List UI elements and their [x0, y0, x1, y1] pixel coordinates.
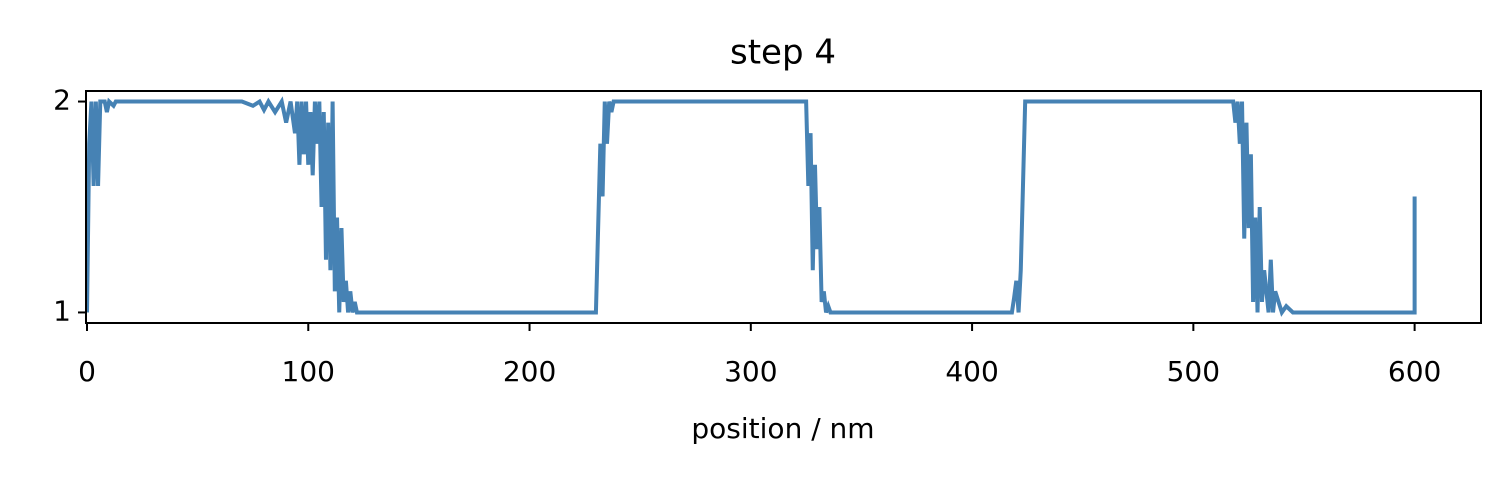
y-tick-label: 1 — [53, 294, 71, 327]
plot-frame — [85, 90, 1482, 324]
x-tick-label: 100 — [282, 355, 335, 388]
x-tick-label: 400 — [945, 355, 998, 388]
x-tick-label: 600 — [1388, 355, 1441, 388]
x-tick-label: 300 — [724, 355, 777, 388]
x-tick-label: 500 — [1167, 355, 1220, 388]
chart-title: step 4 — [730, 33, 836, 73]
x-tick-label: 0 — [78, 355, 96, 388]
x-tick-label: 200 — [503, 355, 556, 388]
data-line — [85, 96, 1417, 317]
y-tick-label: 2 — [53, 84, 71, 117]
x-axis-label: position / nm — [691, 412, 874, 445]
